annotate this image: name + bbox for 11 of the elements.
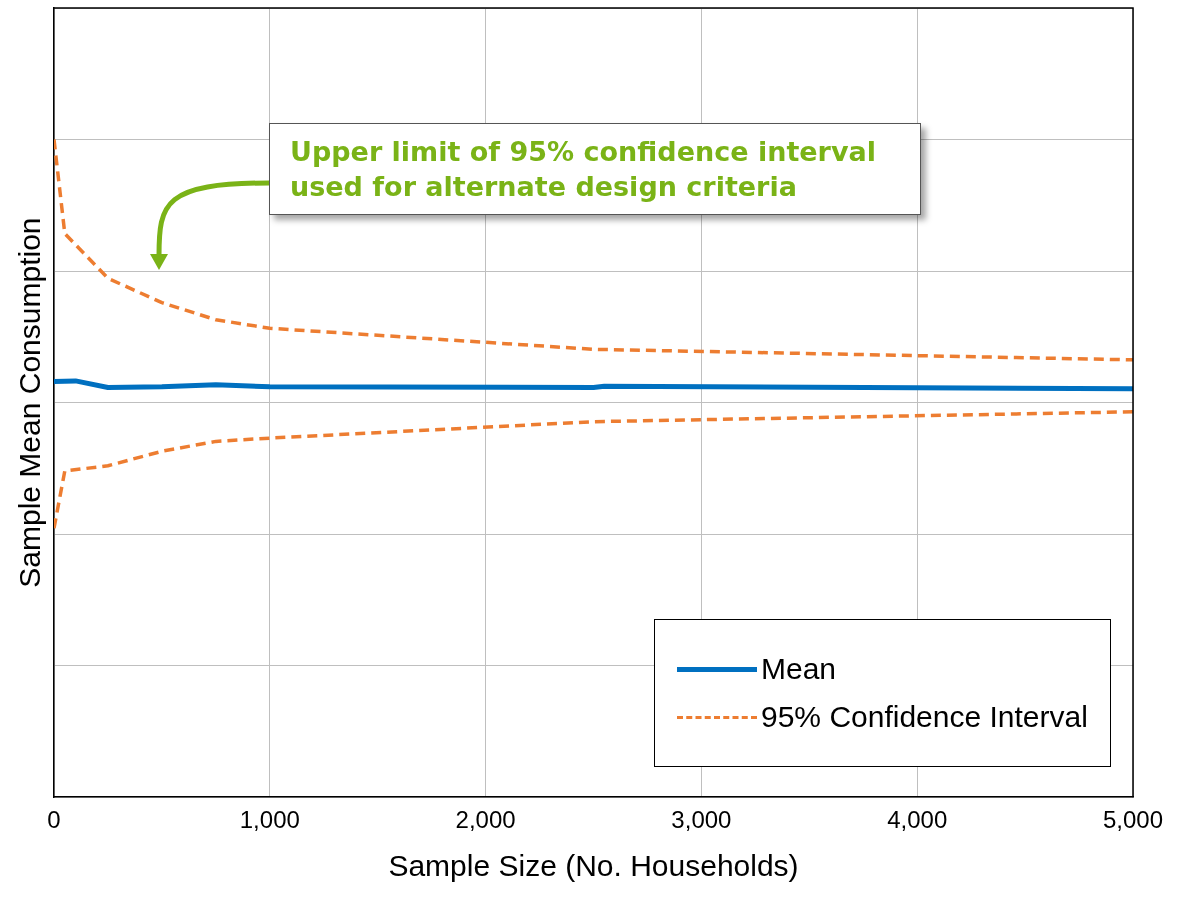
x-tick-label: 5,000 [1102,806,1164,834]
x-tick-label: 3,000 [671,806,732,834]
x-tick-label: 4,000 [887,806,948,834]
x-axis-title: Sample Size (No. Households) [388,849,799,883]
x-tick-label: 1,000 [239,806,300,834]
y-axis-title: Sample Mean Consumption [13,217,47,588]
x-tick-label: 2,000 [455,806,516,834]
annotation: Upper limit of 95% confidence interval used for alternate design criteria [269,123,921,216]
legend-label: 95% Confidence Interval [761,700,1088,735]
x-tick-label: 0 [47,806,61,834]
legend-label: Mean [761,652,837,687]
